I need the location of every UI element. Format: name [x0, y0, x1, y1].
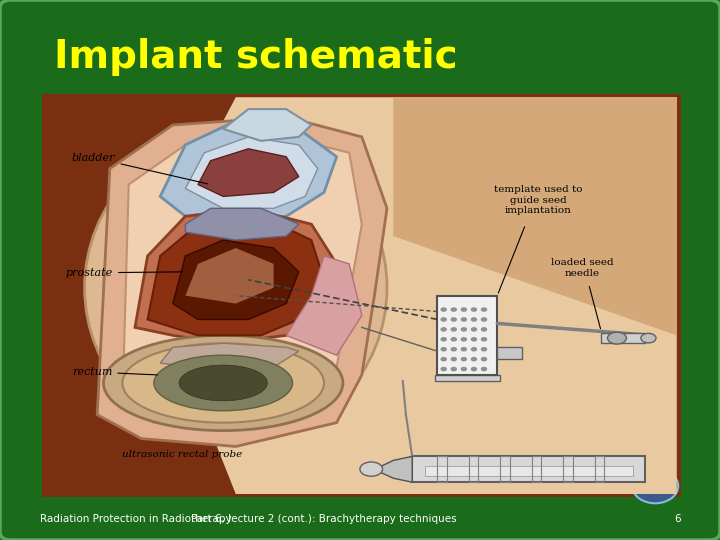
Circle shape	[441, 348, 446, 351]
Bar	[498, 347, 523, 359]
Circle shape	[608, 332, 626, 344]
Circle shape	[441, 368, 446, 370]
Bar	[563, 456, 573, 482]
Polygon shape	[223, 109, 311, 141]
Circle shape	[482, 338, 487, 341]
Bar	[435, 375, 500, 381]
Circle shape	[451, 348, 456, 351]
Text: ultrasonic rectal probe: ultrasonic rectal probe	[122, 450, 243, 459]
Polygon shape	[186, 137, 318, 208]
Polygon shape	[160, 121, 337, 224]
Circle shape	[482, 357, 487, 361]
Text: bladder: bladder	[72, 153, 208, 184]
Text: 6: 6	[674, 515, 680, 524]
Text: prostate: prostate	[66, 268, 183, 278]
Circle shape	[441, 308, 446, 311]
Circle shape	[482, 348, 487, 351]
Bar	[469, 456, 478, 482]
Circle shape	[482, 328, 487, 331]
Text: Radiation Protection in Radiotherapy: Radiation Protection in Radiotherapy	[40, 515, 231, 524]
Text: template used to
guide seed
implantation: template used to guide seed implantation	[494, 186, 582, 215]
Polygon shape	[173, 97, 677, 494]
Polygon shape	[198, 149, 299, 197]
Circle shape	[632, 469, 678, 503]
Bar	[500, 456, 510, 482]
Circle shape	[472, 368, 477, 370]
Circle shape	[451, 368, 456, 370]
Text: Implant schematic: Implant schematic	[54, 38, 458, 76]
Circle shape	[451, 328, 456, 331]
Polygon shape	[122, 137, 362, 430]
Ellipse shape	[104, 149, 368, 427]
Bar	[438, 456, 447, 482]
Circle shape	[441, 318, 446, 321]
Polygon shape	[393, 97, 677, 335]
Circle shape	[472, 338, 477, 341]
Text: loaded seed
needle: loaded seed needle	[551, 258, 613, 278]
Circle shape	[441, 357, 446, 361]
Bar	[412, 456, 645, 482]
Circle shape	[641, 333, 656, 343]
Bar	[438, 296, 498, 375]
Circle shape	[482, 368, 487, 370]
Ellipse shape	[85, 133, 387, 442]
Circle shape	[462, 368, 467, 370]
Polygon shape	[287, 256, 362, 355]
Circle shape	[472, 348, 477, 351]
Polygon shape	[374, 456, 412, 482]
Circle shape	[462, 338, 467, 341]
Circle shape	[472, 357, 477, 361]
Circle shape	[451, 338, 456, 341]
Circle shape	[472, 308, 477, 311]
Circle shape	[451, 357, 456, 361]
Bar	[532, 456, 541, 482]
Circle shape	[472, 318, 477, 321]
Circle shape	[462, 308, 467, 311]
Bar	[595, 456, 604, 482]
Polygon shape	[135, 208, 337, 343]
Text: rectum: rectum	[72, 367, 158, 377]
Circle shape	[441, 338, 446, 341]
Polygon shape	[97, 117, 387, 447]
Polygon shape	[148, 216, 324, 335]
Text: ☮: ☮	[649, 480, 661, 492]
Circle shape	[462, 328, 467, 331]
Circle shape	[482, 318, 487, 321]
Circle shape	[462, 318, 467, 321]
Ellipse shape	[179, 365, 267, 401]
Polygon shape	[186, 248, 274, 303]
Polygon shape	[160, 343, 299, 371]
Polygon shape	[173, 240, 299, 320]
Circle shape	[462, 348, 467, 351]
Circle shape	[462, 357, 467, 361]
Bar	[425, 467, 633, 476]
Text: Part 6, lecture 2 (cont.): Brachytherapy techniques: Part 6, lecture 2 (cont.): Brachytherapy…	[192, 515, 456, 524]
Circle shape	[482, 308, 487, 311]
Circle shape	[451, 318, 456, 321]
Bar	[601, 333, 645, 343]
Ellipse shape	[154, 355, 292, 411]
Polygon shape	[186, 208, 299, 240]
Circle shape	[441, 328, 446, 331]
Circle shape	[451, 308, 456, 311]
Circle shape	[472, 328, 477, 331]
Ellipse shape	[122, 343, 324, 423]
Ellipse shape	[104, 335, 343, 430]
Circle shape	[360, 462, 382, 476]
Bar	[42, 94, 681, 497]
